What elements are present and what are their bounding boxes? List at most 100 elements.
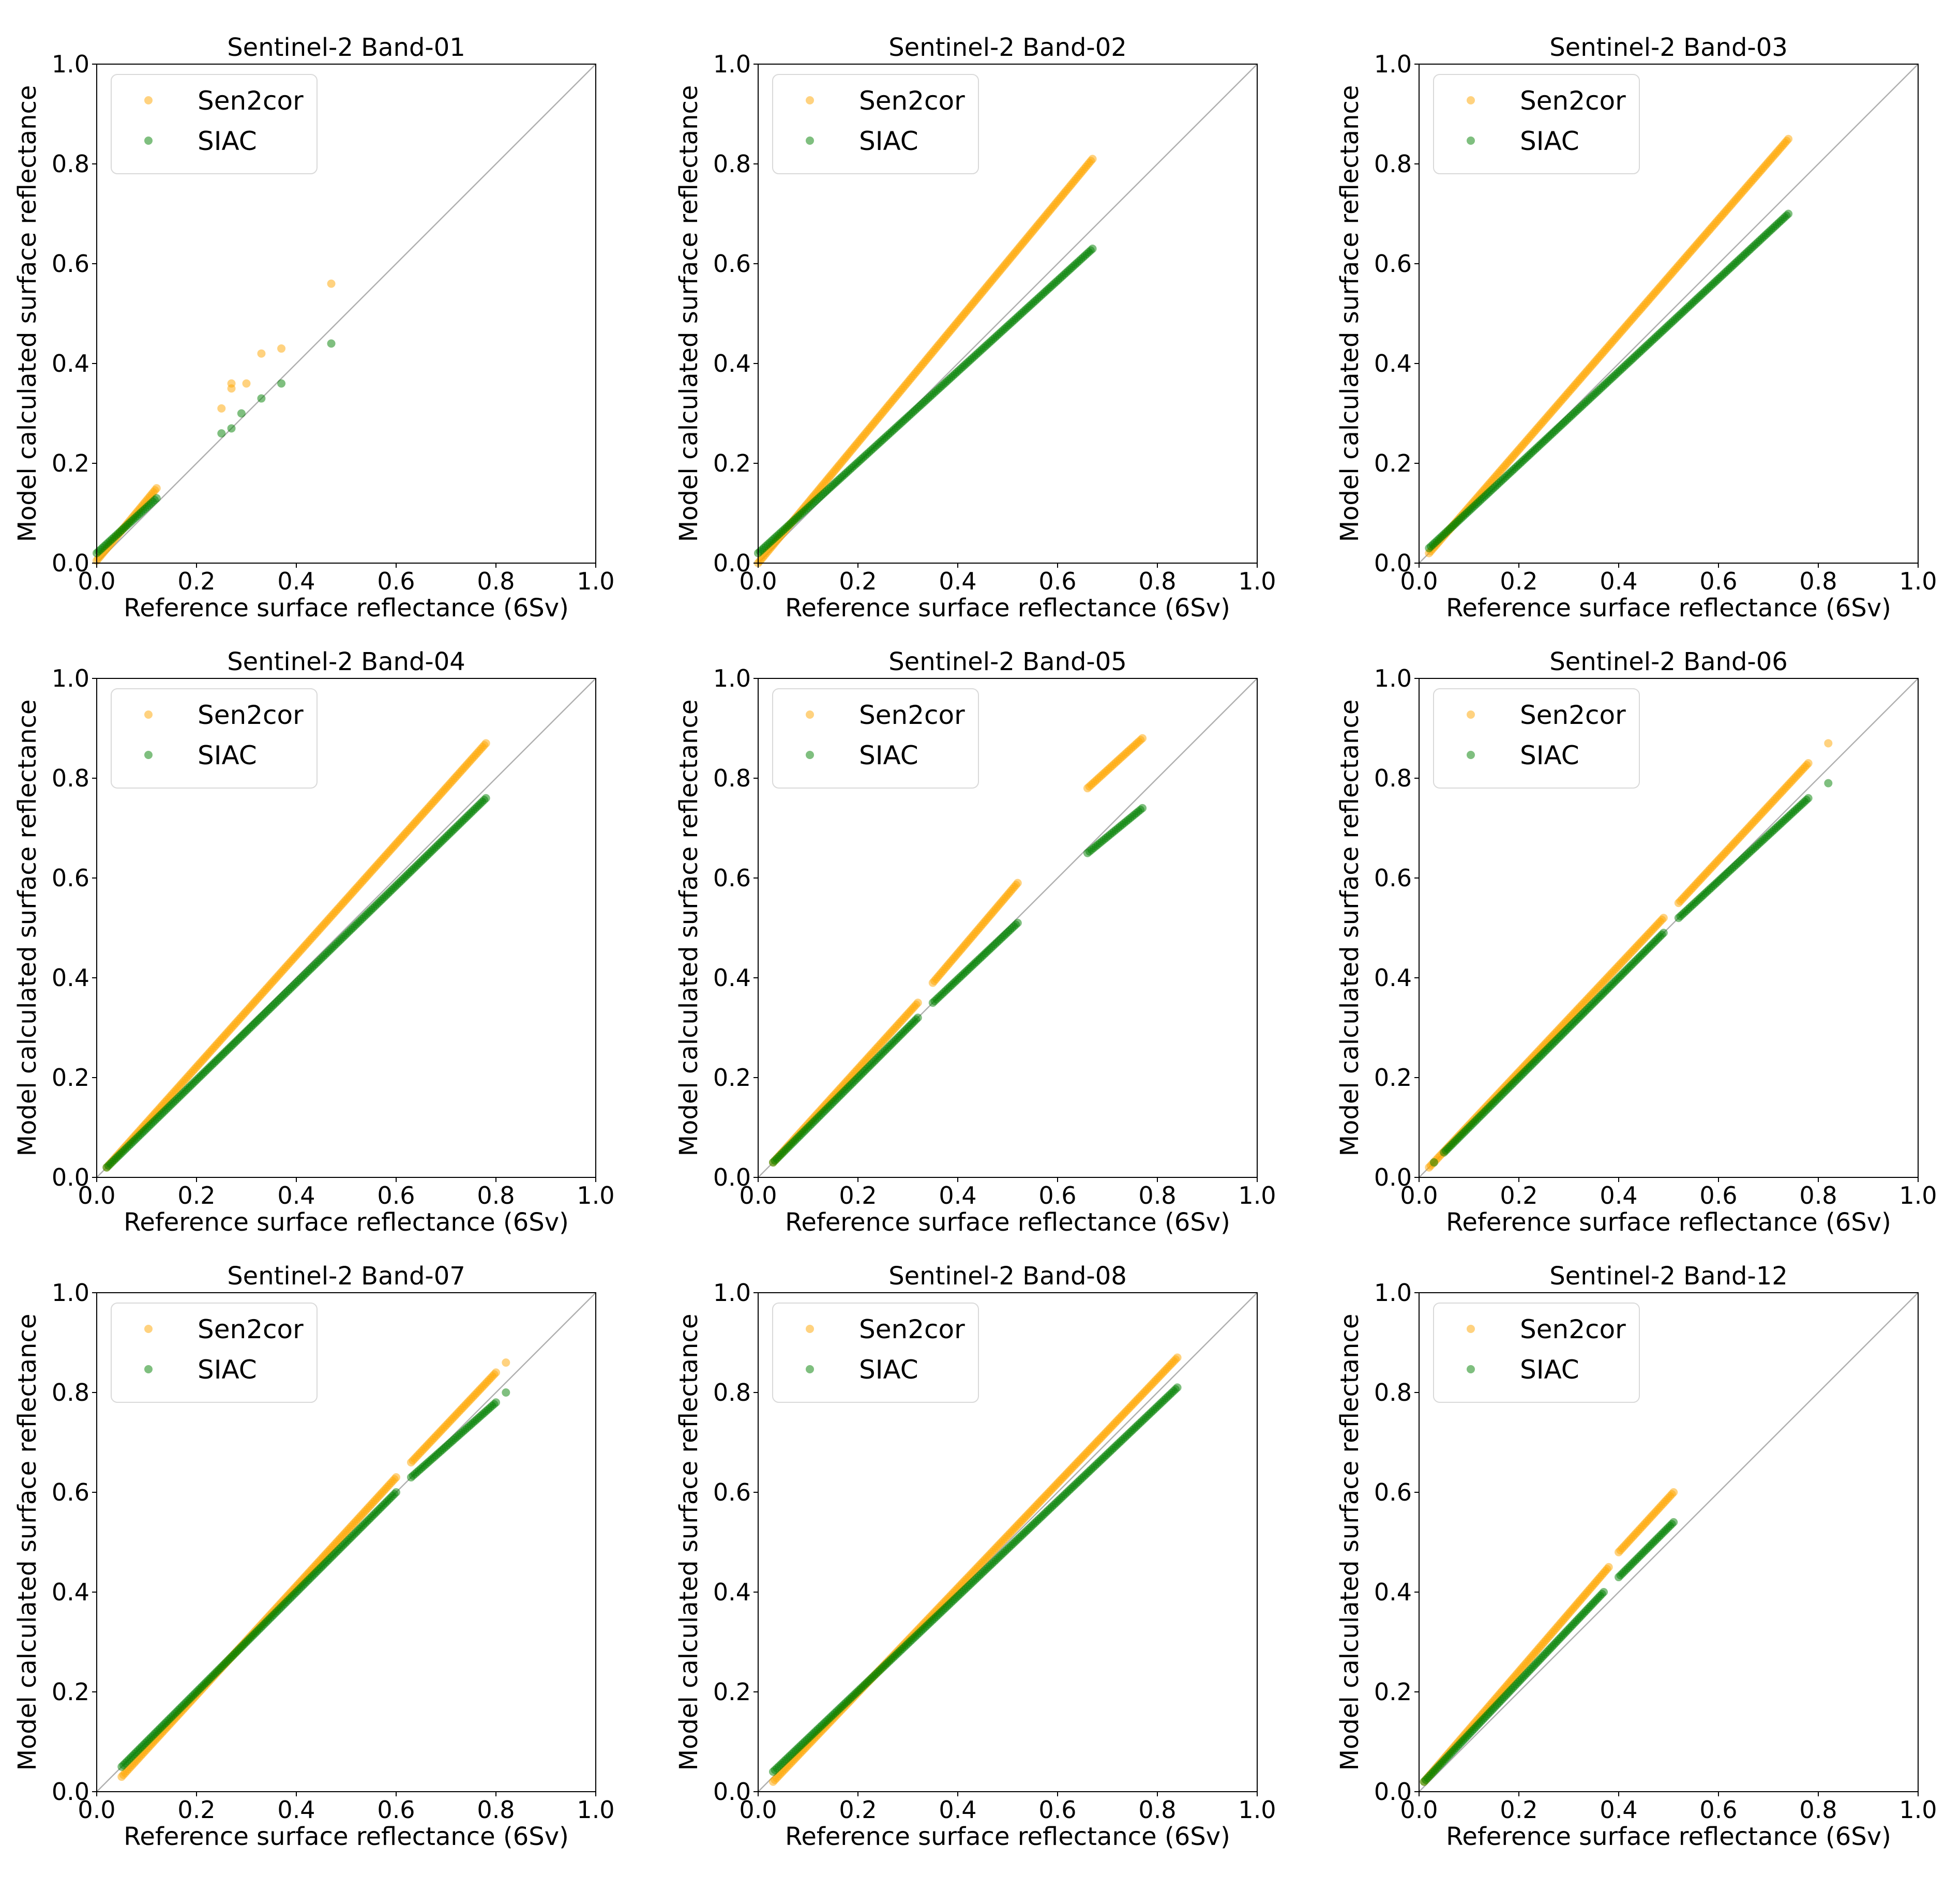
legend-box (111, 1303, 318, 1403)
legend-marker-siac (144, 1365, 153, 1373)
y-tick-label: 0.4 (1374, 1578, 1412, 1606)
legend-marker-siac (144, 137, 153, 145)
legend-marker-sen2cor (806, 710, 814, 719)
x-tick-label: 1.0 (1899, 567, 1937, 595)
y-tick-label: 0.8 (52, 150, 89, 178)
y-tick-label: 0.0 (52, 1778, 89, 1806)
legend-label-siac: SIAC (859, 126, 918, 156)
series-siac (754, 245, 1097, 557)
y-tick-label: 0.6 (713, 250, 751, 278)
y-tick-label: 1.0 (52, 50, 89, 78)
y-tick-label: 0.6 (52, 1478, 89, 1506)
y-tick-label: 0.4 (713, 964, 751, 992)
y-tick-label: 1.0 (1374, 1279, 1412, 1307)
series-sen2cor (1425, 739, 1833, 1172)
y-tick-label: 0.6 (713, 864, 751, 892)
x-tick-label: 0.4 (1600, 567, 1637, 595)
legend-marker-sen2cor (1467, 710, 1475, 719)
legend-marker-siac (1467, 137, 1475, 145)
siac-point (1669, 1518, 1678, 1526)
series-siac (1420, 1518, 1678, 1786)
axes-frame (1419, 678, 1919, 1178)
legend-marker-siac (806, 751, 814, 759)
x-axis-label: Reference surface reflectance (6Sv) (1446, 1208, 1891, 1237)
x-tick-label: 0.8 (477, 1182, 515, 1209)
siac-point (492, 1398, 500, 1407)
y-tick-label: 0.0 (1374, 1778, 1412, 1806)
scatter-panel: Sentinel-2 Band-12 0.00.0 0.2 0.2 0.4 0.4 0.6 0… (1335, 1262, 1937, 1851)
scatter-panel: Sentinel-2 Band-02 0.00.0 0.2 0.2 0.4 0.4 0.6 0… (674, 33, 1276, 623)
x-tick-label: 0.6 (1038, 1182, 1076, 1209)
y-tick-label: 0.6 (1374, 1478, 1412, 1506)
y-tick-label: 0.0 (713, 1163, 751, 1191)
x-tick-label: 1.0 (1238, 567, 1276, 595)
panel-title: Sentinel-2 Band-01 (227, 33, 465, 62)
x-tick-label: 0.6 (1699, 1796, 1737, 1824)
sen2cor-point (481, 739, 490, 748)
x-tick-label: 0.2 (839, 1796, 877, 1824)
legend-label-sen2cor: Sen2cor (198, 1314, 304, 1344)
x-tick-label: 1.0 (1238, 1182, 1276, 1209)
legend-box (1433, 74, 1640, 174)
sen2cor-point (242, 379, 251, 388)
x-tick-label: 1.0 (577, 1796, 614, 1824)
y-tick-label: 0.2 (713, 1678, 751, 1706)
sen2cor-point (1013, 879, 1022, 887)
sen2cor-point (492, 1368, 500, 1377)
series-siac (1425, 209, 1793, 553)
axes-frame (1419, 1292, 1919, 1792)
y-tick-label: 0.8 (52, 1379, 89, 1406)
scatter-panel: Sentinel-2 Band-04 0.00.0 0.2 0.2 0.4 0.4 0.6 0… (13, 647, 615, 1237)
legend: Sen2cor SIAC (111, 1303, 318, 1403)
legend-label-siac: SIAC (198, 740, 257, 770)
y-tick-label: 0.4 (713, 350, 751, 377)
axes-frame (1419, 64, 1919, 564)
legend: Sen2cor SIAC (111, 688, 318, 789)
legend-label-siac: SIAC (859, 1355, 918, 1385)
y-tick-label: 0.0 (1374, 1163, 1412, 1191)
y-tick-label: 0.2 (713, 449, 751, 477)
y-axis-label: Model calculated surface reflectance (13, 85, 42, 542)
axes-frame (96, 64, 596, 564)
siac-point (502, 1388, 510, 1397)
y-tick-label: 0.8 (52, 764, 89, 792)
legend: Sen2cor SIAC (1433, 1303, 1640, 1403)
x-tick-label: 0.8 (1138, 1182, 1176, 1209)
sen2cor-point (1138, 734, 1147, 743)
y-tick-label: 0.0 (713, 549, 751, 577)
legend-marker-sen2cor (1467, 1325, 1475, 1333)
x-tick-label: 0.0 (739, 1796, 777, 1824)
legend: Sen2cor SIAC (772, 688, 979, 789)
sen2cor-point (913, 998, 922, 1007)
series-siac (117, 1388, 510, 1771)
x-tick-label: 0.0 (1400, 1796, 1438, 1824)
legend-box (772, 1303, 979, 1403)
panel-title: Sentinel-2 Band-06 (1549, 647, 1788, 676)
x-axis-label: Reference surface reflectance (6Sv) (124, 1208, 569, 1237)
y-tick-label: 0.8 (713, 150, 751, 178)
y-tick-label: 0.4 (52, 964, 89, 992)
x-tick-label: 0.4 (1600, 1796, 1637, 1824)
scatter-panel: Sentinel-2 Band-06 0.00.0 0.2 0.2 0.4 0.4 0.6 0… (1335, 647, 1937, 1237)
siac-point (913, 1013, 922, 1022)
x-tick-label: 1.0 (577, 567, 614, 595)
x-tick-label: 0.8 (1799, 1796, 1837, 1824)
series-siac (1429, 779, 1833, 1167)
x-axis-label: Reference surface reflectance (6Sv) (124, 1822, 569, 1851)
siac-point (257, 394, 266, 403)
y-tick-label: 1.0 (52, 1279, 89, 1307)
sen2cor-point (1804, 759, 1813, 768)
legend-label-siac: SIAC (1520, 1355, 1579, 1385)
panel-title: Sentinel-2 Band-05 (888, 647, 1127, 676)
legend-marker-sen2cor (144, 96, 153, 104)
y-tick-label: 1.0 (713, 664, 751, 692)
y-tick-label: 0.2 (713, 1064, 751, 1092)
sen2cor-point (257, 349, 266, 358)
x-axis-label: Reference surface reflectance (6Sv) (124, 594, 569, 623)
y-tick-label: 1.0 (52, 664, 89, 692)
panel-title: Sentinel-2 Band-04 (227, 647, 465, 676)
x-tick-label: 0.6 (1699, 1182, 1737, 1209)
y-tick-label: 0.8 (713, 1379, 751, 1406)
legend-marker-siac (1467, 751, 1475, 759)
